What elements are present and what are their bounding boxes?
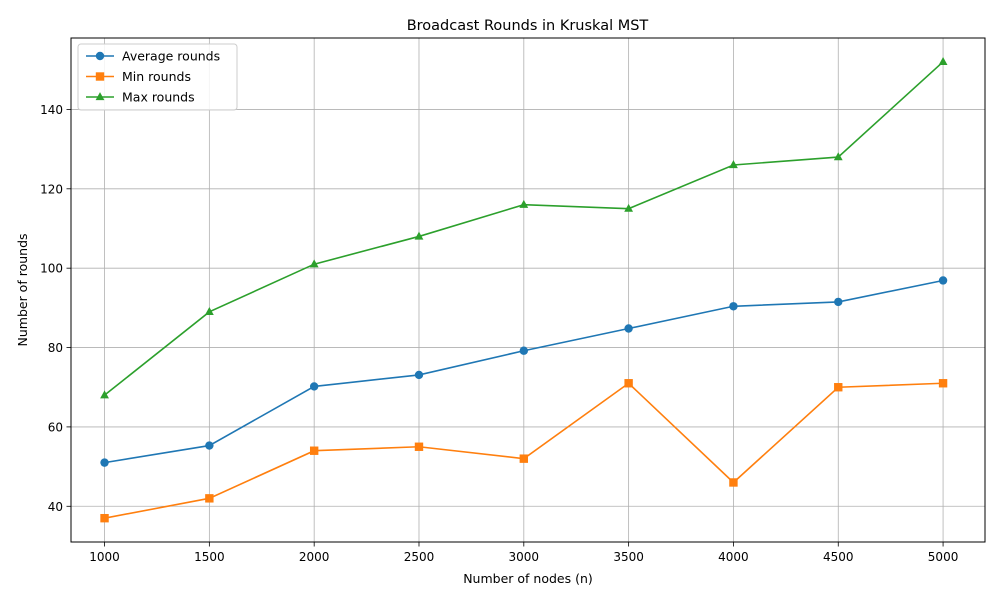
x-tick-label: 1500 (194, 550, 225, 564)
data-point-max-rounds (519, 199, 529, 208)
data-point-average-rounds (309, 382, 319, 391)
data-point-max-rounds (624, 203, 634, 212)
legend-label-max-rounds: Max rounds (122, 90, 195, 105)
data-point-min-rounds (414, 442, 424, 451)
data-point-min-rounds (938, 379, 948, 388)
series-max-rounds (100, 56, 948, 399)
data-point-average-rounds (205, 441, 214, 450)
x-tick-label: 3000 (509, 550, 540, 564)
data-point-average-rounds (519, 346, 529, 355)
x-tick-label: 3500 (613, 550, 644, 564)
data-point-max-rounds (938, 56, 948, 65)
data-point-max-rounds (204, 306, 214, 315)
data-point-max-rounds (833, 152, 843, 161)
data-point-min-rounds (729, 478, 738, 487)
x-axis-label: Number of nodes (n) (463, 571, 593, 586)
data-point-average-rounds (624, 324, 633, 333)
x-tick-label: 2500 (404, 550, 435, 564)
x-tick-label: 2000 (299, 550, 330, 564)
data-point-average-rounds (938, 276, 948, 285)
data-point-average-rounds (834, 297, 843, 307)
series-min-rounds (100, 379, 948, 523)
grid (71, 38, 985, 542)
data-point-min-rounds (519, 454, 529, 463)
data-point-max-rounds (100, 390, 109, 399)
x-tick-label: 1000 (89, 550, 120, 564)
y-axis-ticks: 40 60 80 100 120 140 (40, 103, 71, 514)
y-tick-label: 120 (40, 182, 63, 196)
y-axis-label: Number of rounds (15, 233, 30, 346)
data-point-average-rounds (729, 302, 738, 311)
data-point-min-rounds (624, 379, 633, 388)
x-axis-ticks: 1000 1500 2000 2500 3000 3500 4000 4500 5000 (89, 542, 958, 564)
y-tick-label: 60 (48, 420, 63, 434)
y-tick-label: 140 (40, 103, 63, 117)
y-tick-label: 100 (40, 262, 63, 276)
x-tick-label: 4500 (823, 550, 854, 564)
data-point-max-rounds (414, 231, 424, 240)
data-point-min-rounds (309, 446, 319, 455)
y-tick-label: 40 (48, 500, 63, 514)
data-point-min-rounds (205, 494, 214, 503)
x-tick-label: 5000 (928, 550, 959, 564)
legend-label-average-rounds: Average rounds (122, 49, 220, 64)
legend: Average rounds Min rounds Max rounds (77, 43, 238, 111)
data-point-min-rounds (834, 383, 843, 392)
chart-title: Broadcast Rounds in Kruskal MST (407, 18, 649, 34)
legend-marker-min-rounds (95, 72, 105, 81)
y-tick-label: 80 (48, 341, 63, 355)
series-layer (100, 56, 948, 523)
legend-label-min-rounds: Min rounds (122, 69, 191, 84)
legend-box (77, 43, 238, 111)
data-point-min-rounds (100, 513, 109, 523)
plot-area-frame (70, 37, 986, 543)
legend-marker-average-rounds (95, 51, 105, 61)
x-tick-label: 4000 (718, 550, 749, 564)
data-point-max-rounds (309, 259, 319, 268)
series-average-rounds (100, 276, 948, 467)
legend-marker-max-rounds (95, 92, 105, 101)
data-point-average-rounds (100, 458, 109, 467)
data-point-max-rounds (729, 160, 738, 169)
data-point-average-rounds (414, 370, 424, 380)
